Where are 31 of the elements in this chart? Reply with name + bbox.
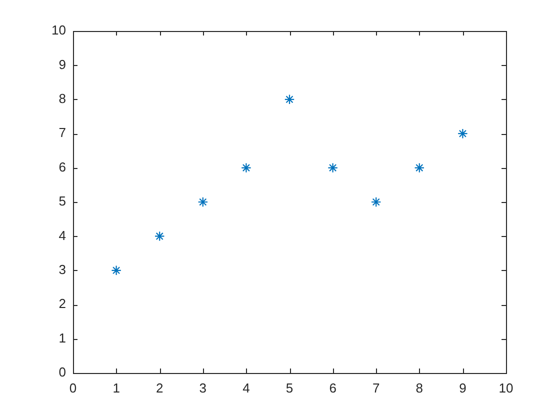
x-tick-label: 4 [242, 380, 250, 396]
y-tick-label: 9 [58, 56, 66, 72]
point [111, 265, 122, 276]
point [154, 231, 165, 242]
y-tick-label: 8 [58, 90, 66, 106]
y-tick-label: 10 [52, 22, 66, 38]
x-tick-label: 5 [286, 380, 294, 396]
point [458, 128, 468, 139]
x-tick-label: 1 [112, 380, 120, 396]
x-tick-label: 0 [69, 380, 77, 396]
point [284, 94, 295, 105]
y-tick-label: 2 [58, 296, 66, 312]
y-tick-label: 0 [58, 364, 66, 380]
x-tick-label: 3 [199, 380, 207, 396]
point [414, 162, 425, 173]
y-tick-label: 4 [58, 228, 66, 243]
point [241, 162, 252, 173]
y-tick-label: 7 [58, 125, 66, 140]
x-tick-label: 6 [329, 380, 336, 396]
x-tick-label: 8 [416, 380, 424, 396]
x-tick-label: 7 [372, 380, 380, 396]
y-tick-label: 5 [58, 194, 66, 209]
y-tick-label: 3 [58, 262, 66, 277]
point [328, 162, 338, 173]
point [370, 196, 382, 208]
x-tick-label: 10 [498, 380, 514, 396]
y-tick-label: 1 [58, 330, 66, 346]
x-tick-label: 2 [156, 380, 164, 396]
x-tick-label: 9 [459, 380, 466, 396]
y-tick-label: 6 [58, 159, 66, 174]
point [198, 196, 208, 208]
